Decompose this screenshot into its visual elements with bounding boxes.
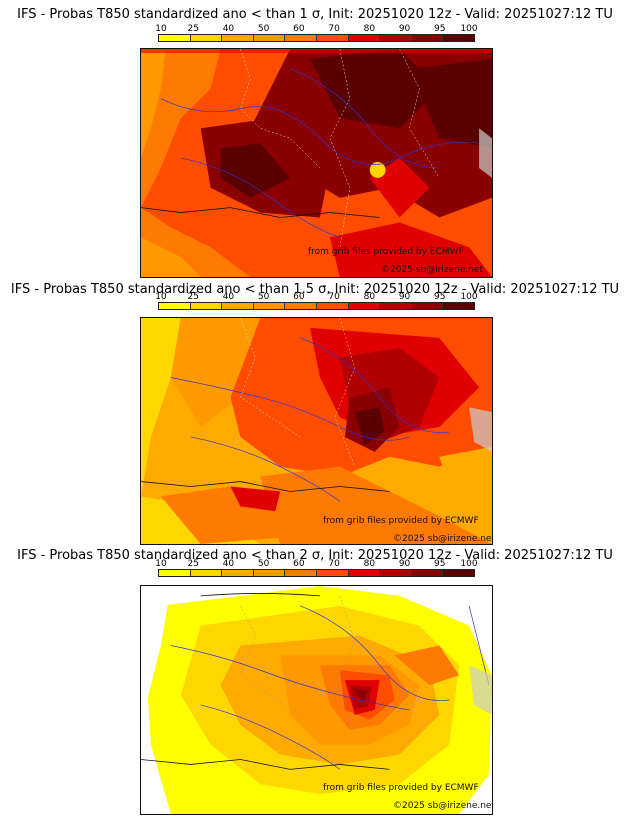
colorbar-swatch xyxy=(253,303,286,309)
colorbar-swatch xyxy=(159,303,191,309)
colorbar-tick-label: 40 xyxy=(222,292,235,302)
colorbar-swatch xyxy=(380,570,412,576)
colorbar-tick-label: 80 xyxy=(363,292,376,302)
colorbar-tick-label: 80 xyxy=(363,559,376,569)
colorbar-swatch xyxy=(285,570,317,576)
colorbar-swatch xyxy=(411,303,444,309)
credit-source: from grib files provided by ECMWF xyxy=(323,783,479,793)
colorbar-bar xyxy=(158,34,475,42)
colorbar-tick-label: 10 xyxy=(155,292,167,302)
map-svg xyxy=(141,49,492,277)
colorbar-swatch xyxy=(159,35,191,41)
colorbar-swatch xyxy=(348,303,381,309)
colorbar-swatch xyxy=(411,35,444,41)
colorbar-swatch xyxy=(222,303,254,309)
colorbar-swatch xyxy=(316,570,349,576)
colorbar-tick-label: 90 xyxy=(398,292,411,302)
colorbar-tick-label: 70 xyxy=(328,559,340,569)
map-svg xyxy=(141,318,492,544)
colorbar-tick-label: 100 xyxy=(460,292,478,302)
credit-copyright: ©2025 sb@irizene.net xyxy=(393,534,493,544)
colorbar-tick-label: 40 xyxy=(222,24,235,34)
colorbar-swatch xyxy=(316,303,349,309)
colorbar-tick-label: 70 xyxy=(328,292,340,302)
colorbar-tick-label: 25 xyxy=(187,559,199,569)
colorbar-tick-label: 10 xyxy=(155,24,167,34)
colorbar-swatch xyxy=(253,35,286,41)
colorbar-labels: 10 25 40 50 60 70 80 90 95 100 xyxy=(155,559,478,569)
colorbar-tick-label: 95 xyxy=(434,292,446,302)
colorbar-swatch xyxy=(411,570,444,576)
colorbar-tick-label: 95 xyxy=(434,559,446,569)
colorbar-tick-label: 25 xyxy=(187,24,199,34)
colorbar-swatch xyxy=(190,303,223,309)
colorbar-labels: 10 25 40 50 60 70 80 90 95 100 xyxy=(155,24,478,34)
colorbar-tick-label: 95 xyxy=(434,24,446,34)
colorbar-tick-label: 100 xyxy=(460,559,478,569)
colorbar-swatch xyxy=(348,35,381,41)
colorbar-tick-label: 70 xyxy=(328,24,340,34)
panel-title: IFS - Probas T850 standardized ano < tha… xyxy=(17,7,613,22)
colorbar-swatch xyxy=(222,35,254,41)
credit-copyright: ©2025 sb@irizene.net xyxy=(393,801,493,811)
credit-source: from grib files provided by ECMWF xyxy=(323,516,479,526)
colorbar-swatch xyxy=(190,35,223,41)
colorbar-tick-label: 40 xyxy=(222,559,235,569)
credit-copyright: ©2025 sb@irizene.net xyxy=(381,265,484,275)
credit-source: from grib files provided by ECMWF xyxy=(308,247,464,257)
colorbar-tick-label: 90 xyxy=(398,559,411,569)
colorbar-tick-label: 60 xyxy=(293,292,305,302)
colorbar-swatch xyxy=(443,570,474,576)
colorbar-swatch xyxy=(285,35,317,41)
colorbar-swatch xyxy=(443,303,474,309)
colorbar-swatch xyxy=(190,570,223,576)
colorbar-swatch xyxy=(285,303,317,309)
colorbar-tick-label: 10 xyxy=(155,559,167,569)
colorbar-swatch xyxy=(380,35,412,41)
panel-title: IFS - Probas T850 standardized ano < tha… xyxy=(10,282,620,297)
colorbar-bar xyxy=(158,569,475,577)
colorbar-tick-label: 100 xyxy=(460,24,478,34)
colorbar-tick-label: 90 xyxy=(398,24,411,34)
colorbar-swatch xyxy=(348,570,381,576)
probability-map-1-5sigma: from grib files provided by ECMWF ©2025 … xyxy=(140,317,493,545)
probability-map-1sigma: from grib files provided by ECMWF ©2025 … xyxy=(140,48,493,278)
colorbar-tick-label: 60 xyxy=(293,24,305,34)
colorbar-swatch xyxy=(253,570,286,576)
colorbar-swatch xyxy=(443,35,474,41)
colorbar-swatch xyxy=(222,570,254,576)
probability-map-2sigma: from grib files provided by ECMWF ©2025 … xyxy=(140,585,493,815)
colorbar-labels: 10 25 40 50 60 70 80 90 95 100 xyxy=(155,292,478,302)
colorbar-swatch xyxy=(380,303,412,309)
colorbar-swatch xyxy=(316,35,349,41)
colorbar-tick-label: 25 xyxy=(187,292,199,302)
colorbar-tick-label: 60 xyxy=(293,559,305,569)
colorbar-tick-label: 50 xyxy=(257,292,270,302)
colorbar-swatch xyxy=(159,570,191,576)
panel-title: IFS - Probas T850 standardized ano < tha… xyxy=(17,548,613,563)
colorbar-tick-label: 50 xyxy=(257,559,270,569)
colorbar-tick-label: 50 xyxy=(257,24,270,34)
colorbar-tick-label: 80 xyxy=(363,24,376,34)
map-svg xyxy=(141,586,492,814)
colorbar-bar xyxy=(158,302,475,310)
